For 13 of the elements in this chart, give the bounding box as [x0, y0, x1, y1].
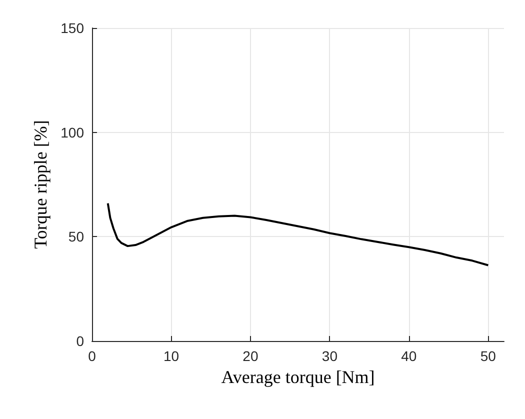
x-tick-label: 30	[322, 348, 338, 364]
x-tick-label: 0	[88, 348, 96, 364]
x-axis-title: Average torque [Nm]	[221, 366, 375, 387]
x-tick-label: 40	[401, 348, 417, 364]
x-tick-label: 50	[480, 348, 496, 364]
y-tick-label: 100	[60, 124, 84, 140]
line-series	[106, 202, 490, 266]
y-tick-label: 50	[68, 228, 84, 245]
y-tick-label: 0	[76, 333, 84, 349]
y-axis-title: Torque ripple [%]	[30, 120, 51, 249]
x-tick-label: 20	[242, 348, 258, 364]
x-tick-label: 10	[163, 348, 180, 364]
y-tick-label: 150	[60, 20, 84, 36]
